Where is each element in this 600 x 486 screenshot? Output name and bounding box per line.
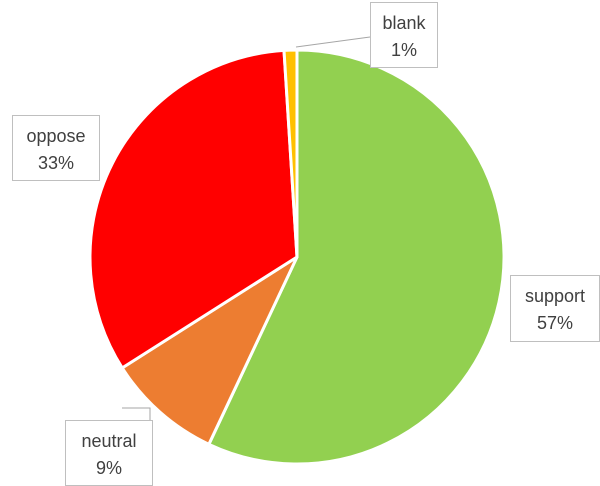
data-label-oppose: oppose 33% [12, 115, 100, 181]
leader-line-blank [295, 36, 371, 48]
data-label-box [370, 2, 438, 68]
data-label-blank: blank 1% [370, 2, 438, 68]
data-label-box [510, 275, 600, 342]
data-label-category: support [525, 286, 585, 306]
pie-slice-oppose [88, 48, 299, 370]
data-label-percent: 57% [537, 313, 573, 333]
data-label-box [12, 115, 100, 181]
data-label-neutral: neutral 9% [65, 420, 153, 486]
pie-slices [88, 48, 506, 466]
data-label-percent: 1% [391, 40, 417, 60]
data-label-category: neutral [81, 431, 136, 451]
data-label-percent: 9% [96, 458, 122, 478]
data-label-category: blank [382, 13, 426, 33]
data-label-box [65, 420, 153, 486]
pie-slice-blank [282, 48, 299, 259]
data-label-percent: 33% [38, 153, 74, 173]
data-label-support: support 57% [510, 275, 600, 342]
data-label-category: oppose [26, 126, 85, 146]
pie-slice-neutral [120, 255, 299, 446]
leader-lines [122, 36, 371, 420]
data-labels: support 57% neutral 9% oppose 33% blank 1% [12, 2, 600, 486]
leader-line-neutral [122, 407, 151, 420]
pie-slice-support [207, 48, 506, 466]
